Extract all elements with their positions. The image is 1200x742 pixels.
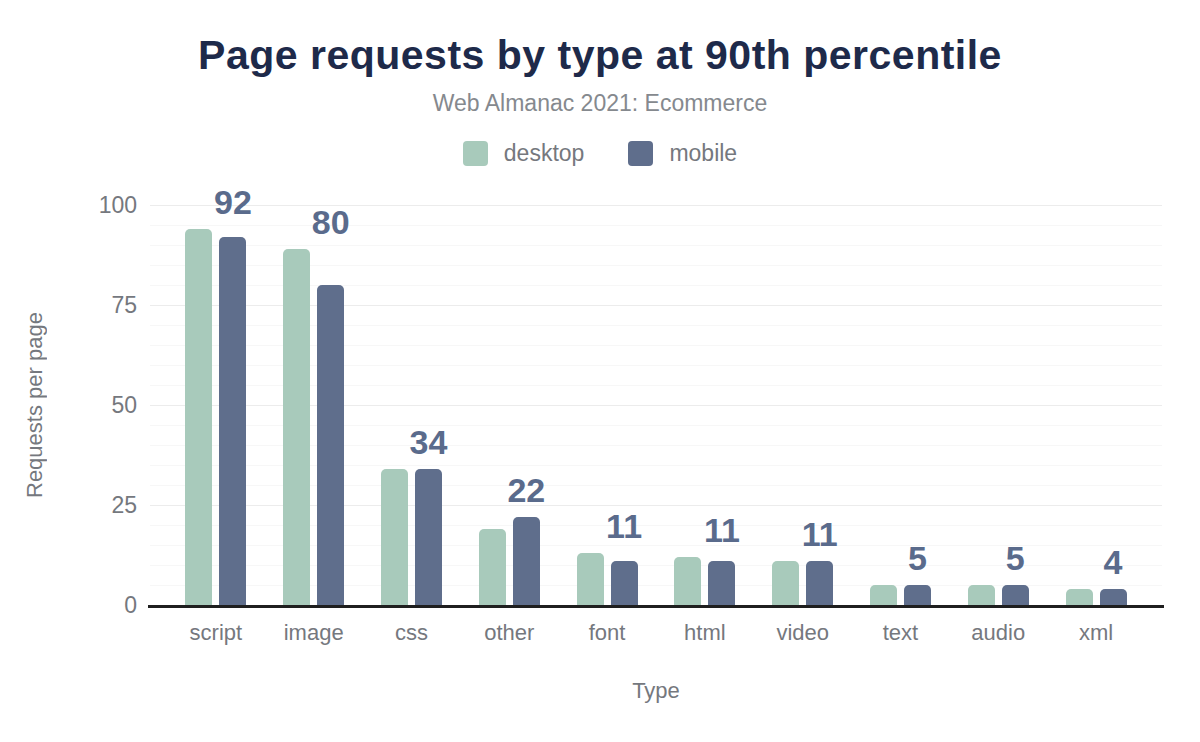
bar-slots: 92script80image34css22other11font11html1… xyxy=(167,205,1145,605)
y-axis-title: Requests per page xyxy=(22,205,48,605)
chart-legend: desktop mobile xyxy=(0,140,1200,167)
legend-item-desktop: desktop xyxy=(463,140,585,167)
chart-title: Page requests by type at 90th percentile xyxy=(0,32,1200,79)
y-axis-tick: 25 xyxy=(111,492,137,519)
plot-area: 0255075100 92script80image34css22other11… xyxy=(150,205,1162,605)
legend-item-mobile: mobile xyxy=(628,140,737,167)
bar-desktop-html[interactable] xyxy=(674,557,701,605)
bar-desktop-text[interactable] xyxy=(870,585,897,605)
bar-mobile-font[interactable] xyxy=(611,561,638,605)
y-axis-tick: 100 xyxy=(99,192,137,219)
bar-desktop-other[interactable] xyxy=(479,529,506,605)
bar-mobile-html[interactable] xyxy=(708,561,735,605)
legend-swatch-desktop xyxy=(463,141,488,166)
category-slot-font: 11font xyxy=(558,205,656,605)
x-tick-label: xml xyxy=(1037,620,1155,646)
bar-desktop-image[interactable] xyxy=(283,249,310,605)
category-slot-image: 80image xyxy=(265,205,363,605)
y-axis-tick: 75 xyxy=(111,292,137,319)
bar-mobile-audio[interactable] xyxy=(1002,585,1029,605)
bar-mobile-text[interactable] xyxy=(904,585,931,605)
bar-desktop-font[interactable] xyxy=(577,553,604,605)
category-slot-video: 11video xyxy=(754,205,852,605)
chart-subtitle: Web Almanac 2021: Ecommerce xyxy=(0,90,1200,117)
bar-desktop-script[interactable] xyxy=(185,229,212,605)
category-slot-css: 34css xyxy=(363,205,461,605)
bar-mobile-script[interactable] xyxy=(219,237,246,605)
category-slot-audio: 5audio xyxy=(949,205,1047,605)
bar-mobile-css[interactable] xyxy=(415,469,442,605)
legend-swatch-mobile xyxy=(628,141,653,166)
bar-desktop-css[interactable] xyxy=(381,469,408,605)
category-slot-other: 22other xyxy=(460,205,558,605)
bar-mobile-image[interactable] xyxy=(317,285,344,605)
chart-figure: Page requests by type at 90th percentile… xyxy=(0,0,1200,742)
legend-label: mobile xyxy=(669,140,737,167)
x-axis-title: Type xyxy=(150,678,1162,704)
bar-desktop-audio[interactable] xyxy=(968,585,995,605)
category-slot-xml: 4xml xyxy=(1047,205,1145,605)
bar-value-label: 4 xyxy=(1064,545,1162,579)
y-axis-tick: 50 xyxy=(111,392,137,419)
category-slot-text: 5text xyxy=(852,205,950,605)
bar-mobile-xml[interactable] xyxy=(1100,589,1127,605)
bar-desktop-xml[interactable] xyxy=(1066,589,1093,605)
category-slot-script: 92script xyxy=(167,205,265,605)
bar-mobile-other[interactable] xyxy=(513,517,540,605)
bar-desktop-video[interactable] xyxy=(772,561,799,605)
legend-label: desktop xyxy=(504,140,585,167)
x-axis-line xyxy=(148,605,1164,608)
y-axis-tick: 0 xyxy=(124,592,137,619)
category-slot-html: 11html xyxy=(656,205,754,605)
bar-mobile-video[interactable] xyxy=(806,561,833,605)
